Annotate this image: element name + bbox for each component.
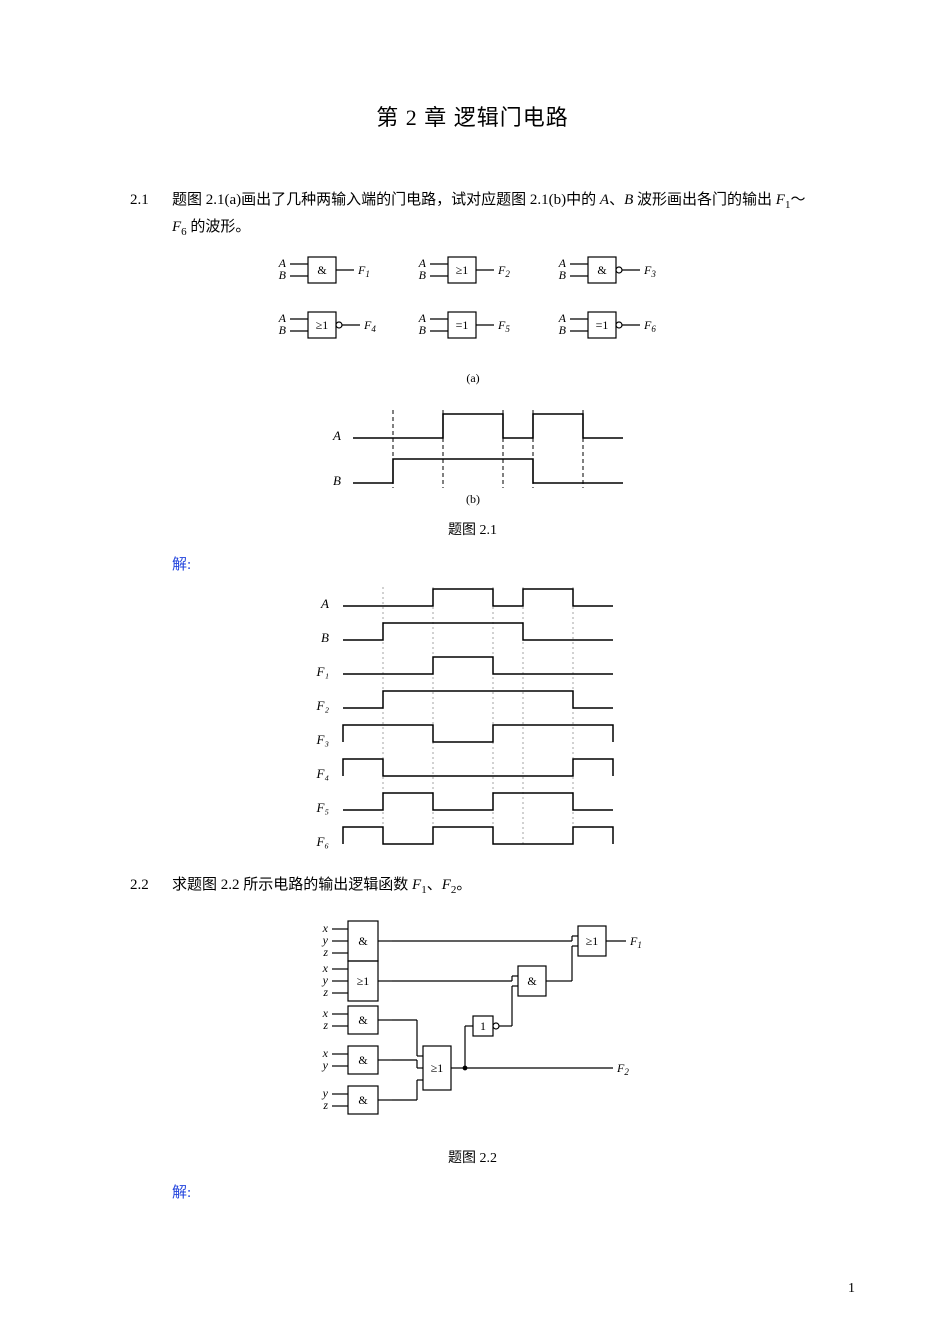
- svg-text:y: y: [321, 1058, 328, 1072]
- svg-text:B: B: [278, 323, 286, 337]
- svg-text:A: A: [320, 596, 329, 611]
- text-run: 题图 2.1(a)画出了几种两输入端的门电路，试对应题图 2.1(b)中的: [172, 192, 600, 208]
- svg-text:B: B: [558, 268, 566, 282]
- page-number: 1: [848, 1281, 855, 1297]
- figure-2-1-b: A B (b): [130, 398, 815, 513]
- figure-2-2-caption: 题图 2.2: [130, 1147, 815, 1167]
- problem-2-1: 2.1 题图 2.1(a)画出了几种两输入端的门电路，试对应题图 2.1(b)中…: [130, 188, 815, 241]
- svg-text:F5: F5: [497, 318, 510, 334]
- svg-text:B: B: [321, 630, 329, 645]
- answer-label-2: 解:: [172, 1181, 815, 1202]
- svg-text:A: A: [332, 428, 341, 443]
- svg-text:&: &: [358, 1013, 368, 1027]
- svg-text:z: z: [322, 1018, 328, 1032]
- svg-text:F6: F6: [643, 318, 656, 334]
- waves-b-svg: A B (b): [308, 398, 638, 508]
- var-F: F: [412, 877, 421, 893]
- svg-text:F1: F1: [357, 263, 370, 279]
- figure-2-2: &xyz≥1xyz&xz&xy&yz≥11F2&≥1F1: [130, 906, 815, 1141]
- svg-text:&: &: [527, 974, 537, 988]
- svg-text:F₅: F₅: [315, 800, 328, 815]
- problem-number: 2.1: [130, 188, 172, 241]
- svg-text:=1: =1: [455, 318, 468, 332]
- figure-2-1-a: AB&F1AB≥1F2AB&F3AB≥1F4AB=1F5AB=1F6 (a): [130, 247, 815, 392]
- chapter-title: 第 2 章 逻辑门电路: [130, 100, 815, 132]
- svg-text:F2: F2: [497, 263, 510, 279]
- svg-text:F3: F3: [643, 263, 656, 279]
- gates-svg: AB&F1AB≥1F2AB&F3AB≥1F4AB=1F5AB=1F6 (a): [258, 247, 688, 387]
- var-F: F: [172, 219, 181, 235]
- problem-2-2: 2.2 求题图 2.2 所示电路的输出逻辑函数 F1、F2。: [130, 873, 815, 900]
- svg-text:z: z: [322, 985, 328, 999]
- svg-text:B: B: [333, 473, 341, 488]
- figure-2-1-caption: 题图 2.1: [130, 519, 815, 539]
- svg-text:F₆: F₆: [315, 834, 328, 849]
- svg-text:1: 1: [480, 1019, 486, 1033]
- var-F: F: [776, 192, 785, 208]
- answer-label-1: 解:: [172, 553, 815, 574]
- sub-caption-b: (b): [466, 492, 480, 506]
- circuit-2-2-svg: &xyz≥1xyz&xz&xy&yz≥11F2&≥1F1: [293, 906, 653, 1136]
- svg-text:&: &: [358, 1093, 368, 1107]
- var-B: B: [624, 192, 633, 208]
- problem-number: 2.2: [130, 873, 172, 900]
- svg-text:≥1: ≥1: [430, 1061, 443, 1075]
- svg-text:z: z: [322, 945, 328, 959]
- problem-text: 求题图 2.2 所示电路的输出逻辑函数 F1、F2。: [172, 873, 815, 900]
- svg-text:≥1: ≥1: [356, 974, 369, 988]
- var-F: F: [442, 877, 451, 893]
- svg-text:F₄: F₄: [315, 766, 329, 781]
- svg-text:&: &: [317, 263, 327, 277]
- sub-caption-a: (a): [466, 371, 479, 385]
- solution-waves-svg: A B F₁ F₂ F₃ F₄ F₅ F₆: [283, 582, 663, 862]
- var-A: A: [600, 192, 609, 208]
- svg-text:B: B: [418, 268, 426, 282]
- svg-text:≥1: ≥1: [585, 934, 598, 948]
- svg-text:≥1: ≥1: [455, 263, 468, 277]
- svg-text:≥1: ≥1: [315, 318, 328, 332]
- svg-text:z: z: [322, 1098, 328, 1112]
- problem-text: 题图 2.1(a)画出了几种两输入端的门电路，试对应题图 2.1(b)中的 A、…: [172, 188, 815, 241]
- solution-2-1-waves: A B F₁ F₂ F₃ F₄ F₅ F₆: [130, 582, 815, 867]
- text-run: 波形画出各门的输出: [633, 192, 776, 208]
- text-run: 。: [456, 877, 471, 893]
- svg-text:F₂: F₂: [315, 698, 329, 713]
- svg-text:F₁: F₁: [315, 664, 328, 679]
- svg-text:=1: =1: [595, 318, 608, 332]
- svg-text:&: &: [358, 1053, 368, 1067]
- svg-text:B: B: [278, 268, 286, 282]
- page: 第 2 章 逻辑门电路 2.1 题图 2.1(a)画出了几种两输入端的门电路，试…: [0, 0, 945, 1337]
- svg-text:B: B: [418, 323, 426, 337]
- text-run: 求题图 2.2 所示电路的输出逻辑函数: [172, 877, 412, 893]
- text-run: ～: [790, 192, 805, 208]
- text-run: 的波形。: [187, 219, 251, 235]
- svg-text:&: &: [358, 934, 368, 948]
- svg-text:&: &: [597, 263, 607, 277]
- svg-text:F2: F2: [616, 1061, 629, 1077]
- svg-text:B: B: [558, 323, 566, 337]
- text-run: 、: [609, 192, 624, 208]
- text-run: 、: [427, 877, 442, 893]
- svg-text:F4: F4: [363, 318, 376, 334]
- svg-text:F₃: F₃: [315, 732, 328, 747]
- svg-text:F1: F1: [629, 934, 642, 950]
